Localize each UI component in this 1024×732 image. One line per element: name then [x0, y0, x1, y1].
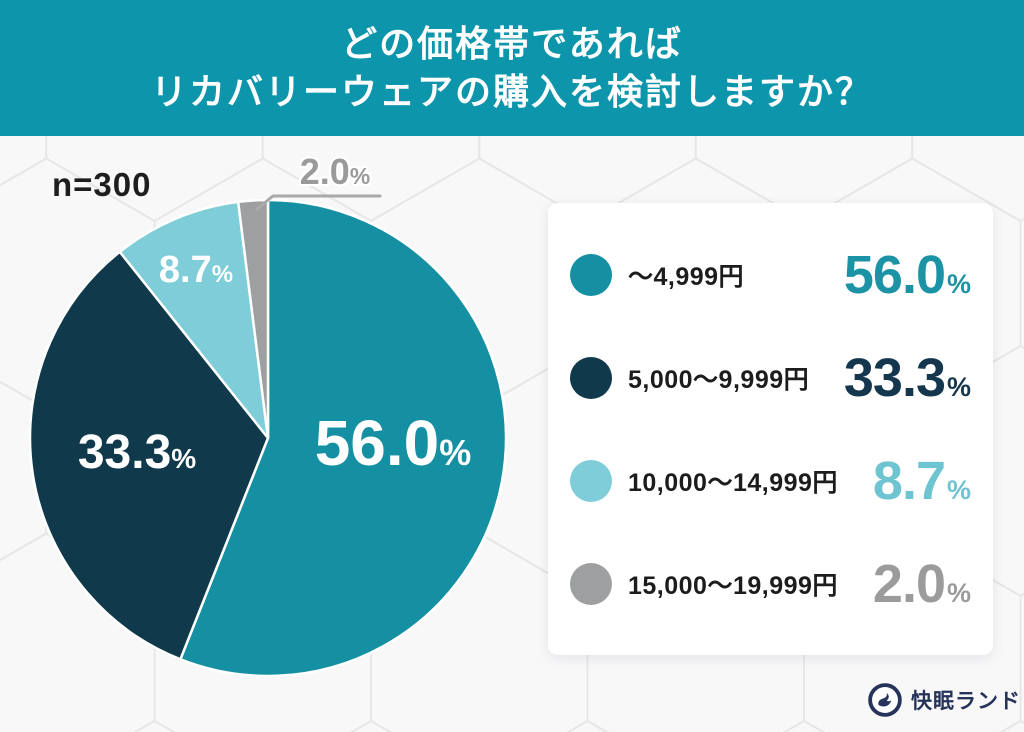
sample-size-label: n=300	[52, 166, 152, 203]
legend-value-number: 8.7	[872, 450, 946, 511]
legend-dot-icon	[570, 562, 612, 605]
legend-value: 2.0 %	[873, 557, 971, 611]
pie-slice-2	[118, 200, 270, 440]
legend-value-number: 2.0	[872, 553, 946, 614]
legend-value: 56.0 %	[844, 248, 971, 302]
percent-sign: %	[946, 371, 971, 402]
percent-sign: %	[171, 443, 197, 474]
legend-value-number: 33.3	[843, 347, 946, 408]
pie-chart	[28, 198, 508, 678]
legend-dot-icon	[570, 253, 612, 296]
leader-line	[255, 194, 382, 211]
title-line-1: どの価格帯であれば	[341, 23, 683, 64]
pie-label-15000-19999: 2.0%	[300, 154, 371, 190]
pie-slice-1	[28, 250, 270, 661]
percent-sign: %	[211, 261, 234, 288]
pie-label-value: 33.3	[77, 426, 172, 479]
pie-label-value: 2.0	[299, 151, 350, 192]
legend-range-label: 15,000〜19,999円	[628, 571, 838, 600]
legend-value: 8.7 %	[873, 454, 971, 508]
percent-sign: %	[439, 432, 472, 473]
legend-row-10000-14999: 10,000〜14,999円 8.7 %	[570, 454, 971, 508]
pie-label-value: 56.0	[314, 407, 440, 479]
legend-value: 33.3 %	[844, 351, 971, 405]
title-banner: どの価格帯であれば リカバリーウェアの購入を検討しますか？	[0, 0, 1024, 136]
kaimin-land-logo-icon	[868, 683, 902, 717]
legend-range-label: 10,000〜14,999円	[628, 468, 838, 497]
legend-dot-icon	[570, 356, 612, 399]
pie-label-under-4999: 56.0%	[315, 411, 472, 475]
pie-label-value: 8.7	[158, 249, 212, 291]
legend-value-number: 56.0	[843, 244, 946, 305]
percent-sign: %	[946, 474, 971, 505]
legend-dot-icon	[570, 459, 612, 502]
brand-name: 快眠ランド	[911, 690, 1021, 713]
title-line-2: リカバリーウェアの購入を検討しますか？	[150, 71, 873, 112]
legend-range-label: 〜4,999円	[628, 262, 745, 291]
legend-row-under-4999: 〜4,999円 56.0 %	[570, 248, 971, 302]
pie-slice-0	[179, 198, 508, 678]
brand-footer: 快眠ランド	[868, 683, 1021, 717]
legend-range-label: 5,000〜9,999円	[628, 365, 810, 394]
legend: 〜4,999円 56.0 % 5,000〜9,999円 33.3 % 10,00…	[548, 203, 993, 655]
percent-sign: %	[349, 163, 371, 189]
legend-row-5000-9999: 5,000〜9,999円 33.3 %	[570, 351, 971, 405]
percent-sign: %	[946, 268, 971, 299]
percent-sign: %	[946, 577, 971, 608]
legend-row-15000-19999: 15,000〜19,999円 2.0 %	[570, 557, 971, 611]
pie-label-5000-9999: 33.3%	[78, 429, 196, 477]
pie-label-10000-14999: 8.7%	[159, 251, 233, 289]
